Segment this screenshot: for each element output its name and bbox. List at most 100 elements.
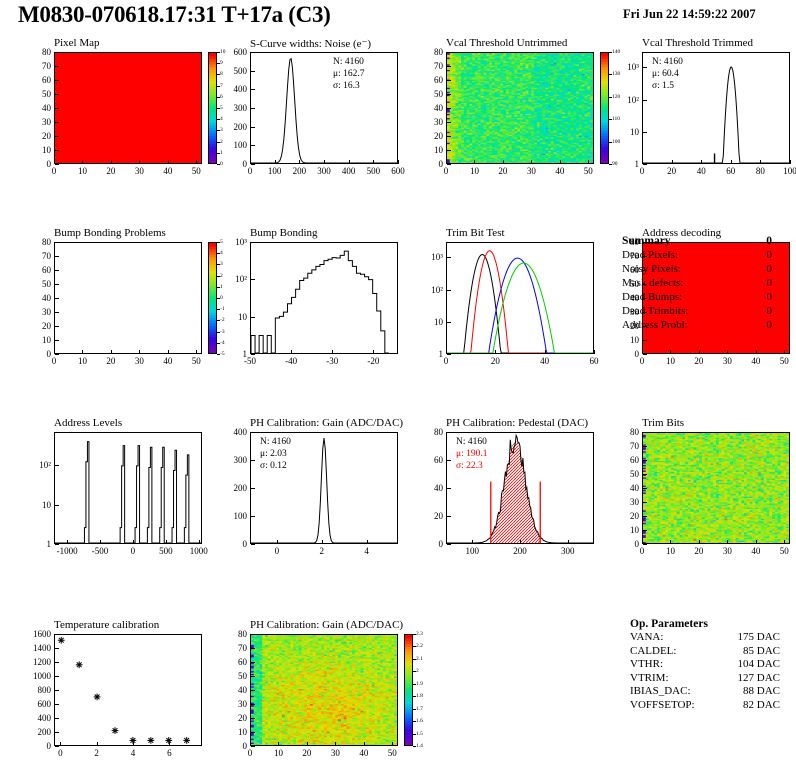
color-bar-label: 130 bbox=[612, 71, 621, 78]
x-axis-tick bbox=[642, 540, 643, 544]
y-axis-tick bbox=[55, 718, 59, 719]
color-bar-label: 1.4 bbox=[416, 743, 423, 749]
color-bar-tick bbox=[217, 96, 220, 98]
stats-sigma: σ: 16.3 bbox=[333, 81, 360, 91]
summary-row-label: Dead Trimbits: bbox=[622, 305, 689, 317]
y-axis-tick bbox=[643, 256, 647, 257]
y-axis-tick bbox=[55, 80, 59, 81]
y-axis-label: 40 bbox=[630, 483, 639, 493]
op-parameter-value: 85 DAC bbox=[743, 644, 780, 657]
panel-title: Temperature calibration bbox=[54, 619, 160, 631]
y-axis-tick bbox=[251, 460, 255, 461]
x-axis-tick bbox=[730, 160, 732, 164]
color-bar-label: 5 bbox=[220, 105, 223, 111]
y-axis-tick bbox=[447, 66, 451, 67]
y-axis-label: 400 bbox=[37, 713, 52, 723]
x-axis-tick bbox=[474, 160, 476, 164]
color-bar-label: 100 bbox=[612, 138, 621, 145]
y-axis-label: 70 bbox=[42, 251, 51, 261]
y-axis-label: 80 bbox=[630, 427, 639, 437]
x-axis-label: 50 bbox=[191, 356, 201, 366]
summary-row-value: 0 bbox=[766, 263, 773, 275]
panel-bump-bonding-problems: Bump Bonding Problems 0 10 20 30 40 50 0 10 20 30 4… bbox=[32, 227, 226, 374]
op-parameters-block: Op. Parameters VANA: 175 DAC CALDEL: 85 DAC… bbox=[630, 618, 785, 712]
color-bar-label: 1 bbox=[220, 283, 223, 290]
color-bar-label: 2.3 bbox=[416, 631, 423, 637]
y-axis-label: 10 bbox=[238, 727, 247, 737]
y-axis-tick bbox=[447, 94, 451, 95]
color-bar-label: -1 bbox=[220, 306, 225, 313]
op-parameter-row: VOFFSETOP: 82 DAC bbox=[630, 699, 785, 713]
panel-title: Address Levels bbox=[54, 417, 123, 429]
y-axis-label: 30 bbox=[42, 307, 51, 317]
op-parameter-label: VTRIM: bbox=[630, 671, 669, 684]
y-axis-tick bbox=[643, 242, 647, 243]
op-parameter-value: 175 DAC bbox=[737, 631, 780, 643]
color-bar-tick bbox=[413, 683, 416, 685]
x-axis-label: 80 bbox=[755, 166, 765, 176]
color-bar-tick bbox=[217, 342, 220, 344]
x-axis-tick bbox=[363, 742, 365, 746]
x-axis-tick bbox=[366, 540, 368, 544]
x-axis-tick bbox=[446, 160, 447, 164]
y-axis-label: 100 bbox=[233, 140, 248, 151]
stats-box: N: 4160 μ: 60.4 σ: 1.5 bbox=[652, 56, 683, 92]
y-axis-label: 0 bbox=[46, 159, 52, 169]
color-bar-tick bbox=[217, 141, 220, 143]
color-bar-tick bbox=[413, 658, 416, 660]
color-bar-tick bbox=[217, 309, 220, 311]
color-bar-tick bbox=[217, 152, 220, 154]
plot-frame bbox=[642, 432, 790, 544]
color-bar-label: 7 bbox=[220, 82, 223, 89]
y-axis-tick bbox=[251, 89, 255, 91]
color-bar-tick bbox=[413, 733, 416, 735]
stats-box: N: 4160 μ: 190.1 σ: 22.3 bbox=[456, 436, 487, 472]
y-axis-label: 20 bbox=[238, 713, 247, 723]
x-axis-tick bbox=[299, 160, 301, 164]
x-axis-label: 2 bbox=[319, 546, 325, 556]
panel-title: Bump Bonding Problems bbox=[54, 227, 166, 239]
y-axis-tick bbox=[447, 52, 451, 53]
x-axis-tick bbox=[167, 350, 169, 354]
color-bar-label: 4 bbox=[220, 250, 223, 257]
x-axis-label: -20 bbox=[367, 356, 380, 366]
y-axis-label: 40 bbox=[434, 483, 443, 493]
y-axis-label: 20 bbox=[434, 131, 443, 141]
y-axis-tick bbox=[251, 354, 255, 355]
x-axis-label: 400 bbox=[341, 166, 356, 176]
y-axis-label: 10³ bbox=[627, 62, 639, 73]
page-title: M0830-070618.17:31 T+17a (C3) bbox=[18, 2, 331, 27]
panel-title: PH Calibration: Gain (ADC/DAC) bbox=[250, 417, 404, 429]
op-parameter-row: CALDEL: 85 DAC bbox=[630, 645, 785, 659]
color-bar-label: 110 bbox=[612, 116, 621, 123]
panel-s-curve-widths: S-Curve widths: Noise (e⁻) 0 100 200 300 400 5… bbox=[228, 38, 422, 184]
x-axis-tick bbox=[642, 350, 643, 354]
y-axis-tick bbox=[251, 432, 255, 433]
stats-sigma: σ: 1.5 bbox=[652, 81, 675, 91]
y-axis-tick bbox=[55, 150, 59, 151]
y-axis-tick bbox=[55, 704, 59, 705]
y-axis-tick bbox=[447, 80, 451, 81]
x-axis-tick bbox=[531, 160, 533, 164]
y-axis-label: 400 bbox=[233, 427, 248, 437]
panel-pixel-map: Pixel Map 0 10 20 30 40 50 0 10 20 30 40 50 60 70 80 0 1 2… bbox=[32, 37, 226, 184]
x-axis-tick bbox=[760, 160, 762, 164]
y-axis-label: 10 bbox=[42, 335, 51, 345]
x-axis-tick bbox=[96, 742, 98, 746]
y-axis-label: 10 bbox=[42, 145, 51, 155]
y-axis-label: 70 bbox=[238, 643, 247, 653]
summary-row: Dead Bumps: 0 bbox=[622, 290, 772, 304]
color-bar-label: 10 bbox=[220, 49, 226, 55]
summary-row-value: 0 bbox=[766, 277, 773, 289]
y-axis-label: 30 bbox=[42, 117, 51, 127]
y-axis-label: 40 bbox=[42, 103, 51, 113]
color-bar-tick bbox=[609, 164, 612, 165]
color-bar-label: 3 bbox=[220, 127, 223, 134]
y-axis-tick bbox=[643, 446, 647, 447]
panel-title: Trim Bits bbox=[642, 417, 685, 429]
y-axis-label: 10³ bbox=[431, 252, 443, 263]
x-axis-tick bbox=[698, 540, 700, 544]
x-axis-tick bbox=[110, 160, 112, 164]
x-axis-tick bbox=[701, 160, 703, 164]
